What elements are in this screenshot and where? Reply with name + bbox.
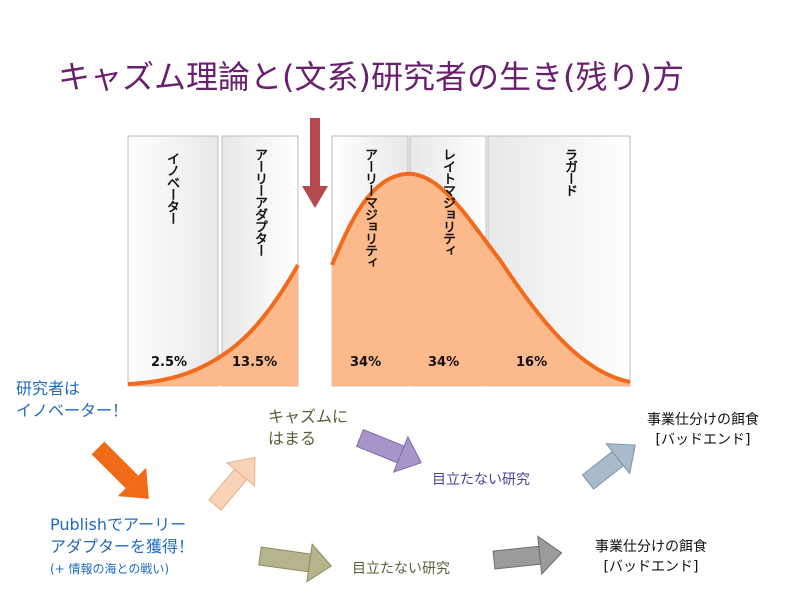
outcome-upper-line-2: [バッドエンド] xyxy=(655,432,751,448)
segment-label-early-adopter: アーリーアダプター xyxy=(252,148,267,256)
segment-label-laggard: ラガード xyxy=(562,148,577,196)
outcome-lower: 事業仕分けの餌食 [バッドエンド] xyxy=(576,537,726,577)
curve-left xyxy=(127,264,300,386)
segment-label-late-majority: レイトマジョリティ xyxy=(440,148,455,256)
curve-fill-left xyxy=(128,265,298,386)
publish-note: (+ 情報の海との戦い) xyxy=(50,562,170,576)
curve-fill-right xyxy=(332,173,630,386)
outcome-lower-line-1: 事業仕分けの餌食 xyxy=(595,539,707,555)
chasm-line-1: キャズムに xyxy=(268,407,349,426)
chasm-text: キャズムに はまる xyxy=(268,406,348,450)
segment-box-innovator xyxy=(127,135,219,387)
obscure-upper-text: 目立たない研究 xyxy=(432,472,530,488)
arrow-publish-to-obscure xyxy=(258,542,333,583)
segment-pct-early-majority: 34% xyxy=(350,355,382,370)
arrow-obscure-to-badend-upper xyxy=(581,443,636,490)
chasm-arrow-shaft xyxy=(310,118,320,188)
segment-pct-late-majority: 34% xyxy=(428,355,460,370)
chasm-line-2: はまる xyxy=(268,429,317,448)
publish-text: Publishでアーリー アダプターを獲得！ xyxy=(50,514,194,558)
publish-line-1: Publishでアーリー xyxy=(50,515,187,534)
researcher-line-1: 研究者は xyxy=(16,379,81,398)
curve-right xyxy=(330,171,631,384)
arrow-chasm-to-obscure xyxy=(355,429,422,473)
publish-line-2: アダプターを獲得！ xyxy=(50,537,195,556)
arrow-publish-to-chasm xyxy=(208,456,256,511)
obscure-lower-text: 目立たない研究 xyxy=(352,561,450,577)
segment-pct-early-adopter: 13.5% xyxy=(232,355,278,370)
researcher-line-2: イノベーター！ xyxy=(16,401,129,420)
outcome-upper: 事業仕分けの餌食 [バッドエンド] xyxy=(628,410,778,450)
segment-label-early-majority: アーリーマジョリティ xyxy=(362,148,377,268)
segment-pct-innovator: 2.5% xyxy=(151,355,188,370)
researcher-text: 研究者は イノベーター！ xyxy=(16,378,128,422)
outcome-lower-line-2: [バッドエンド] xyxy=(603,559,699,575)
arrow-obscure-to-badend-lower xyxy=(492,535,563,576)
segment-label-innovator: イノベーター xyxy=(164,152,179,224)
page-title: キャズム理論と(文系)研究者の生き(残り)方 xyxy=(58,58,684,96)
arrow-researcher-to-publish xyxy=(91,441,149,499)
segment-pct-laggard: 16% xyxy=(516,355,548,370)
chasm-arrow-head xyxy=(302,186,328,208)
outcome-upper-line-1: 事業仕分けの餌食 xyxy=(647,412,759,428)
